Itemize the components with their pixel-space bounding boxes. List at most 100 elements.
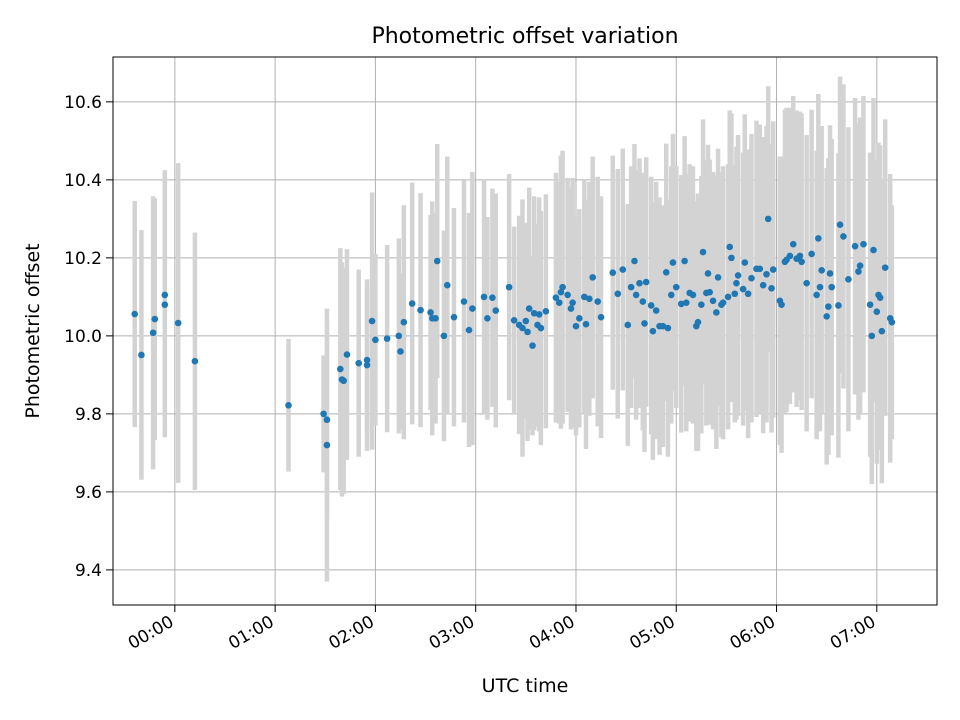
data-point [552, 294, 560, 301]
data-point [505, 283, 513, 291]
data-point [860, 240, 867, 248]
data-point [433, 257, 441, 265]
data-point [582, 320, 590, 328]
data-point [632, 291, 640, 299]
y-tick-label: 9.8 [75, 405, 102, 425]
data-point [492, 307, 500, 314]
data-point [489, 294, 496, 301]
data-point [639, 298, 647, 305]
data-point [383, 335, 391, 342]
data-point [798, 258, 805, 266]
data-point [627, 283, 635, 291]
data-point [647, 302, 655, 309]
data-points [131, 215, 896, 449]
data-point [748, 274, 755, 282]
axes-frame [112, 56, 938, 606]
data-point [816, 283, 824, 291]
data-point [851, 242, 859, 250]
data-point [363, 356, 371, 364]
data-point [868, 332, 876, 340]
data-point [340, 377, 347, 385]
data-point [372, 336, 379, 344]
data-point [191, 357, 199, 365]
data-point [825, 303, 832, 310]
data-point [667, 291, 675, 299]
data-point [642, 278, 650, 286]
data-point [786, 252, 794, 260]
data-point [699, 248, 707, 256]
data-point [427, 309, 434, 316]
data-point [828, 283, 836, 291]
data-point [174, 319, 182, 327]
data-point [151, 315, 159, 323]
data-point [285, 402, 292, 409]
y-tick-label: 10.0 [64, 327, 102, 347]
data-point [440, 332, 448, 340]
data-point [881, 264, 889, 271]
data-point [542, 308, 550, 315]
data-point [681, 257, 688, 265]
data-point [759, 281, 767, 289]
data-point [878, 327, 886, 335]
data-point [131, 310, 139, 318]
data-point [731, 290, 739, 298]
data-point [572, 322, 580, 330]
x-axis-label: UTC time [482, 675, 569, 697]
data-point [535, 311, 543, 318]
data-point [704, 270, 712, 277]
data-point [706, 288, 713, 296]
y-axis-label: Photometric offset [22, 243, 44, 418]
y-tick-label: 10.4 [64, 171, 102, 191]
data-point [662, 268, 670, 276]
data-point [739, 285, 747, 293]
y-tick-label: 9.6 [75, 483, 102, 503]
data-point [149, 329, 157, 337]
data-point [161, 291, 169, 299]
data-point [559, 283, 566, 291]
data-point [480, 293, 488, 301]
y-axis-ticks: 9.4 9.6 9.8 10.0 10.2 10.4 10.6 [64, 93, 113, 581]
data-point [840, 233, 847, 240]
data-point [826, 270, 834, 277]
data-point [397, 348, 404, 355]
data-point [835, 302, 842, 309]
data-point [719, 299, 727, 307]
data-point [443, 281, 451, 289]
data-point [484, 315, 491, 322]
chart-title: Photometric offset variation [371, 24, 678, 49]
data-point [709, 297, 717, 305]
data-point [581, 293, 588, 301]
data-point [741, 259, 749, 266]
data-point [537, 324, 545, 332]
data-point [408, 300, 416, 307]
data-point [586, 295, 593, 303]
data-point [564, 291, 571, 299]
data-point [744, 290, 752, 298]
data-point [845, 276, 852, 283]
data-point [818, 267, 825, 274]
data-point [873, 308, 881, 315]
data-point [698, 301, 705, 308]
data-point [323, 441, 331, 449]
data-point [778, 301, 785, 308]
y-tick-label: 10.2 [64, 249, 102, 269]
data-point [320, 410, 327, 418]
data-point [363, 361, 371, 369]
data-point [689, 291, 697, 299]
data-point [876, 294, 884, 301]
data-point [870, 246, 877, 254]
data-point [856, 262, 864, 269]
data-point [519, 324, 526, 332]
y-tick-label: 9.4 [75, 561, 102, 581]
data-point [763, 270, 770, 278]
data-point [815, 235, 822, 242]
data-point [395, 332, 403, 340]
data-point [530, 309, 538, 317]
data-point [555, 299, 563, 307]
data-point [631, 257, 638, 265]
data-point [522, 317, 530, 325]
data-point [576, 315, 583, 322]
data-point [652, 307, 660, 314]
data-point [400, 318, 408, 326]
